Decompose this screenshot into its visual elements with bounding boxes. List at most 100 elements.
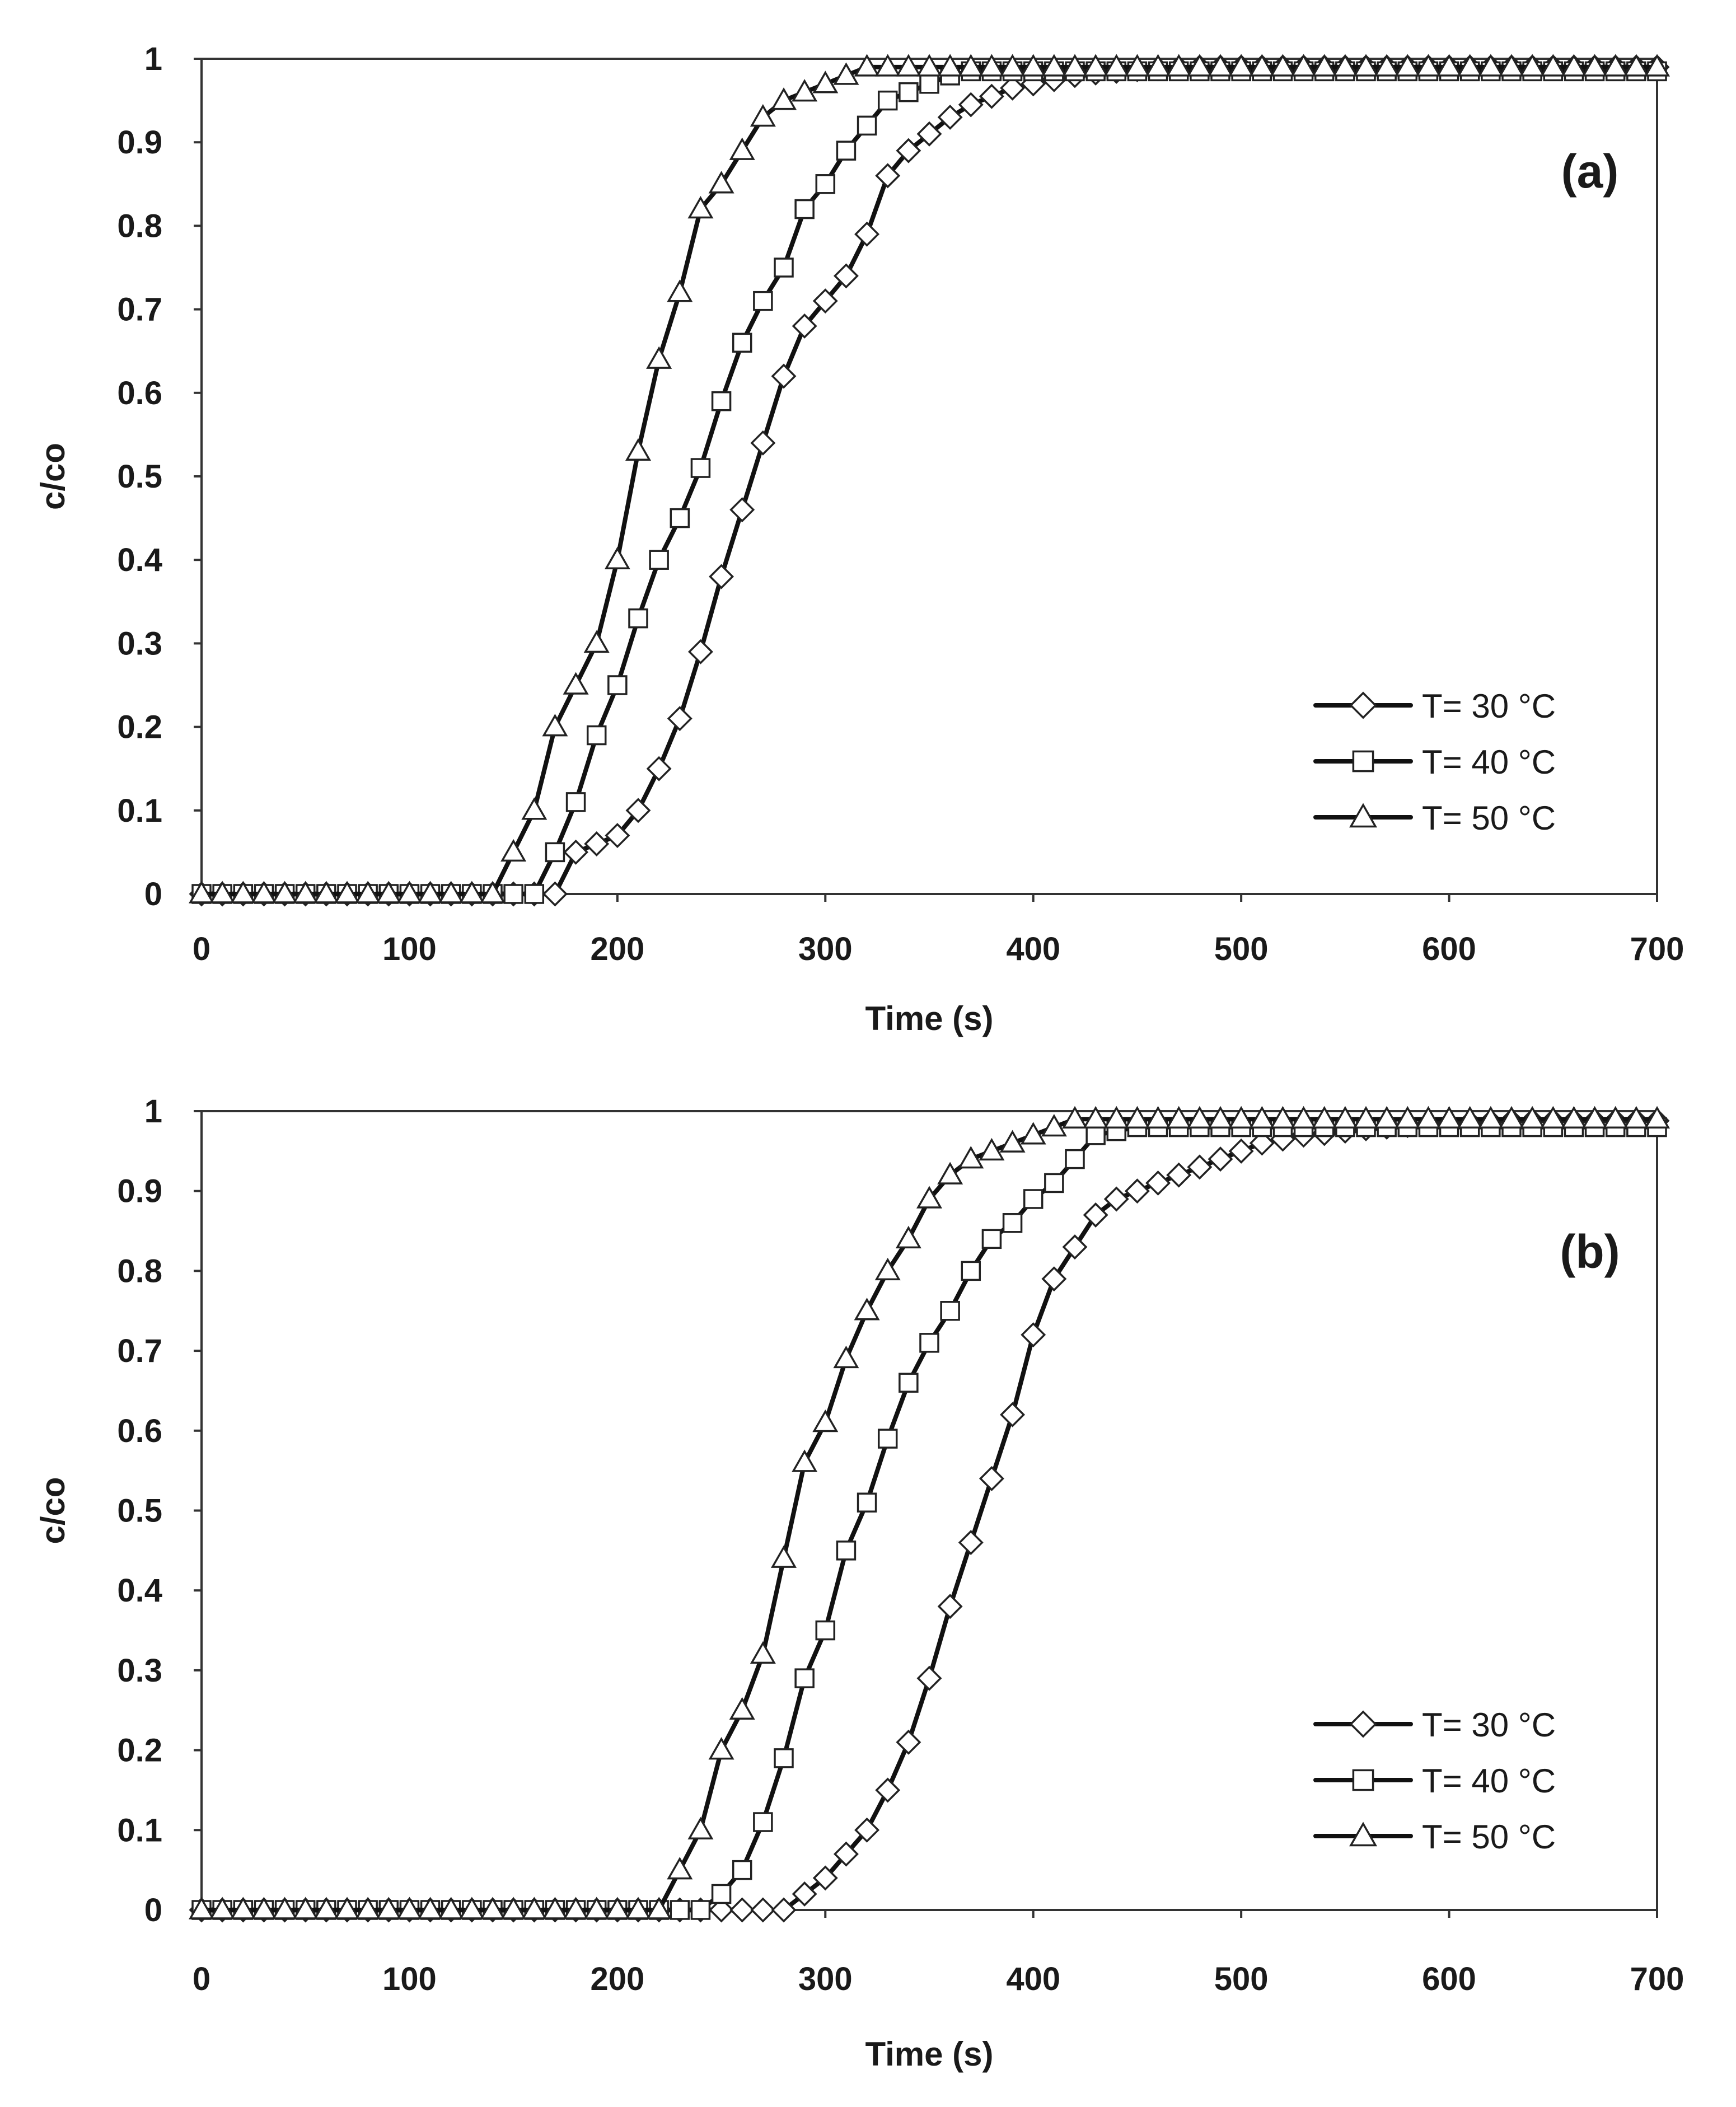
data-point-triangle [209,1897,236,1919]
data-point-triangle [854,1298,880,1321]
legend-marker-triangle [1349,803,1378,828]
x-tick-label: 600 [1422,1961,1476,1997]
data-point-diamond [687,639,713,664]
x-tick-label: 600 [1422,931,1476,967]
data-point-triangle [1207,1106,1234,1129]
data-point-square [794,1668,815,1688]
data-point-diamond [833,1841,859,1867]
data-point-triangle [792,1449,818,1472]
data-point-triangle [604,1897,630,1919]
data-point-triangle [729,1697,755,1720]
data-point-square [524,884,545,904]
data-point-triangle [1436,54,1462,77]
y-tick-label: 1 [144,41,162,77]
data-point-diamond [833,263,859,289]
data-point-square [961,1261,981,1281]
data-point-triangle [1561,1106,1587,1129]
data-point-diamond [937,104,963,130]
x-tick-label: 500 [1214,1961,1269,1997]
data-point-square [774,257,794,278]
data-point-square [919,1333,939,1353]
data-point-triangle [1020,1122,1046,1145]
data-point-triangle [833,62,859,85]
legend-label: T= 30 °C [1422,687,1556,725]
data-point-triangle [313,1897,339,1919]
data-point-triangle [1103,54,1130,77]
data-point-triangle [355,881,381,903]
data-point-triangle [230,881,256,903]
data-point-triangle [1332,1106,1358,1129]
data-point-diamond [1166,1162,1192,1188]
data-point-diamond [750,1897,776,1923]
data-point-diamond [1145,1170,1171,1196]
data-point-triangle [563,1897,589,1919]
x-tick-label: 700 [1630,1961,1684,1997]
data-point-triangle [1374,1106,1400,1129]
data-point-triangle [1103,1106,1130,1129]
data-point-diamond [854,221,880,247]
data-point-diamond [896,138,921,163]
data-point-triangle [272,881,298,903]
data-point-square [774,1748,794,1768]
legend-marker-triangle [1349,1822,1378,1847]
y-tick-label: 0.6 [117,375,162,411]
legend-label: T= 50 °C [1422,799,1556,837]
data-point-diamond [729,1897,755,1923]
data-point-diamond [729,497,755,523]
data-point-triangle [500,839,527,862]
data-point-square [1044,1173,1064,1193]
data-point-triangle [979,54,1005,77]
data-point-diamond [875,1777,901,1803]
x-tick-label: 300 [798,1961,853,1997]
data-point-triangle [833,1345,859,1369]
data-point-triangle [1353,1106,1379,1129]
y-tick-label: 0.2 [117,709,162,746]
data-point-triangle [334,1897,361,1919]
data-point-square [670,508,690,528]
data-point-square [628,608,648,629]
data-point-diamond [812,1865,838,1891]
data-point-triangle [687,1816,714,1840]
legend: T= 30 °C T= 40 °C T= 50 °C [1313,1706,1556,1856]
data-point-triangle [376,1897,402,1919]
data-point-triangle [874,54,901,77]
data-point-triangle [438,881,464,903]
data-point-diamond [979,83,1004,109]
data-point-square [753,1812,773,1832]
y-tick-label: 1 [144,1093,162,1130]
data-point-triangle [1249,54,1275,77]
data-point-triangle [1602,1106,1629,1129]
data-point-triangle [1498,1106,1525,1129]
legend-label: T= 30 °C [1422,1706,1556,1744]
data-point-diamond [979,1465,1004,1491]
data-point-square [877,90,898,111]
x-tick-label: 200 [590,931,644,967]
data-point-triangle [999,54,1026,77]
data-point-triangle [1332,54,1358,77]
data-point-triangle [874,1257,901,1281]
data-point-triangle [1395,1106,1421,1129]
data-point-diamond [771,363,797,389]
y-tick-label: 0.5 [117,1493,162,1529]
panel-label: (b) [1560,1225,1620,1278]
data-point-triangle [1519,1106,1546,1129]
data-point-triangle [563,672,589,695]
data-point-triangle [1041,1114,1067,1137]
data-point-diamond [584,831,610,856]
data-point-triangle [500,1897,527,1919]
data-point-square [857,1492,877,1513]
data-point-square [899,82,919,102]
data-point-triangle [1228,1106,1255,1129]
x-tick-label: 200 [590,1961,644,1997]
data-point-triangle [521,797,548,820]
data-point-triangle [251,1897,277,1919]
legend-marker-diamond [1349,1710,1377,1738]
data-point-triangle [355,1897,381,1919]
data-point-triangle [958,54,984,77]
data-point-triangle [230,1897,256,1919]
data-point-triangle [1020,54,1046,77]
data-point-triangle [1561,54,1587,77]
data-point-triangle [1395,54,1421,77]
data-point-diamond [1062,1234,1088,1260]
